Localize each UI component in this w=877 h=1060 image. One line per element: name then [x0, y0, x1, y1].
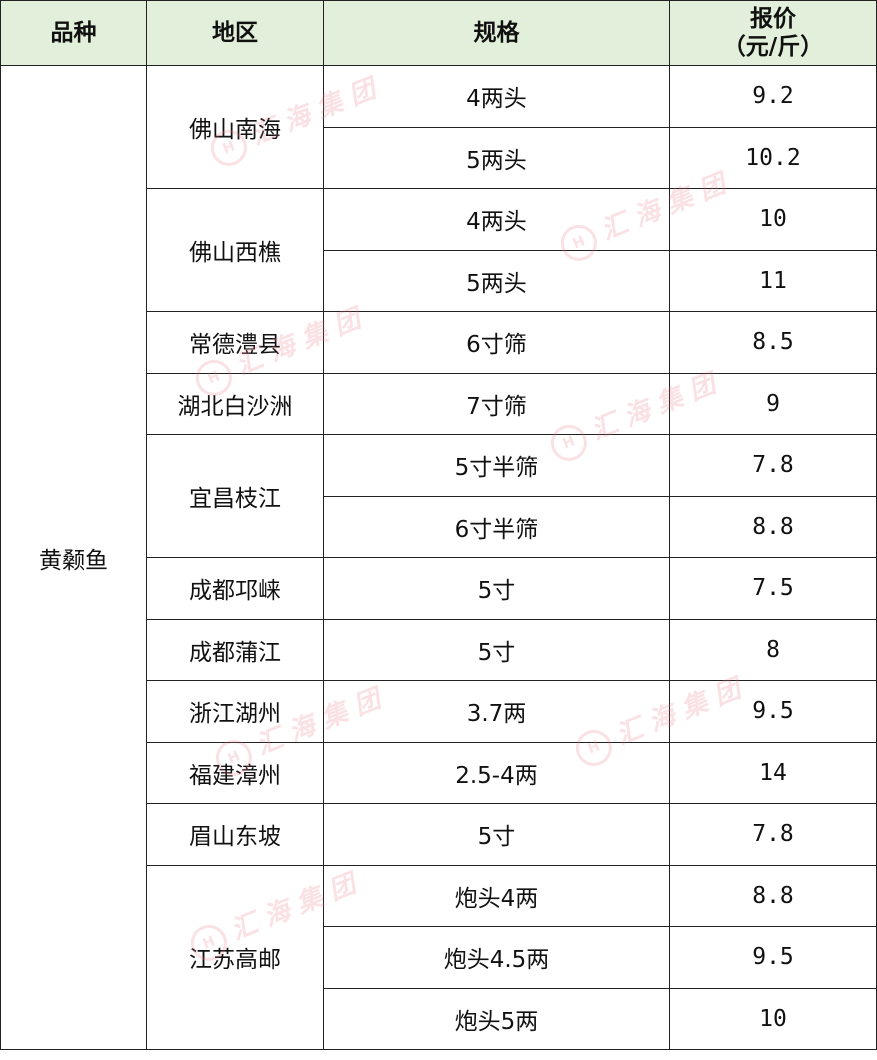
spec-cell: 6寸筛	[323, 311, 670, 374]
table-row: 江苏高邮 炮头4两 8.8	[1, 864, 877, 1050]
price-cell: 9.5	[669, 680, 877, 743]
spec-cell: 5寸	[323, 803, 670, 866]
header-variety: 品种	[0, 0, 147, 66]
spec-cell: 炮头4两	[323, 864, 670, 927]
table-row: 福建漳州 2.5-4两 14	[1, 741, 877, 804]
price-cell: 9.5	[669, 926, 877, 989]
spec-cell: 6寸半筛	[323, 495, 670, 558]
table-row: 成都邛崃 5寸 7.5	[1, 557, 877, 620]
region-cell: 浙江湖州	[146, 680, 324, 743]
header-row: 品种 地区 规格 报价 （元/斤）	[0, 0, 877, 66]
spec-cell: 5寸	[323, 557, 670, 620]
header-spec: 规格	[323, 0, 670, 66]
table-row: 成都蒲江 5寸 8	[1, 618, 877, 681]
region-cell: 眉山东坡	[146, 803, 324, 866]
table-row: 浙江湖州 3.7两 9.5	[1, 680, 877, 743]
table-row: 炮头4.5两 9.5	[1, 926, 877, 989]
spec-cell: 2.5-4两	[323, 741, 670, 804]
price-cell: 8.5	[669, 311, 877, 374]
spec-cell: 4两头	[323, 65, 670, 128]
table-row: 黄颡鱼 佛山南海 4两头 9.2	[0, 65, 877, 1050]
spec-cell: 5两头	[323, 249, 670, 312]
price-cell: 9.2	[669, 65, 877, 128]
region-cell: 佛山西樵	[146, 188, 324, 312]
region-cell: 湖北白沙洲	[146, 372, 324, 435]
table-row: 5两头 10.2	[1, 126, 877, 189]
header-price-label: 报价	[750, 6, 796, 32]
price-cell: 7.8	[669, 434, 877, 497]
price-cell: 8.8	[669, 495, 877, 558]
header-region: 地区	[146, 0, 324, 66]
region-cell: 福建漳州	[146, 741, 324, 804]
spec-cell: 炮头5两	[323, 987, 670, 1050]
price-cell: 10	[669, 188, 877, 251]
table-row: 炮头5两 10	[1, 987, 877, 1050]
region-cell: 佛山南海	[146, 65, 324, 189]
header-price-unit: （元/斤）	[722, 34, 824, 60]
price-cell: 7.5	[669, 557, 877, 620]
variety-cell: 黄颡鱼	[0, 65, 147, 1050]
price-cell: 7.8	[669, 803, 877, 866]
table-row: 常德澧县 6寸筛 8.5	[1, 311, 877, 374]
header-price: 报价 （元/斤）	[669, 0, 877, 66]
price-cell: 14	[669, 741, 877, 804]
spec-cell: 5寸	[323, 618, 670, 681]
price-cell: 10.2	[669, 126, 877, 189]
price-cell: 8.8	[669, 864, 877, 927]
region-cell: 成都蒲江	[146, 618, 324, 681]
spec-cell: 5寸半筛	[323, 434, 670, 497]
spec-cell: 3.7两	[323, 680, 670, 743]
region-cell: 成都邛崃	[146, 557, 324, 620]
table-row: 宜昌枝江 5寸半筛 7.8	[1, 434, 877, 558]
region-cell: 江苏高邮	[146, 864, 324, 1050]
price-cell: 8	[669, 618, 877, 681]
price-cell: 11	[669, 249, 877, 312]
table-row: 6寸半筛 8.8	[1, 495, 877, 558]
spec-cell: 7寸筛	[323, 372, 670, 435]
region-cell: 宜昌枝江	[146, 434, 324, 558]
spec-cell: 4两头	[323, 188, 670, 251]
price-cell: 10	[669, 987, 877, 1050]
region-cell: 常德澧县	[146, 311, 324, 374]
spec-cell: 炮头4.5两	[323, 926, 670, 989]
table-row: 眉山东坡 5寸 7.8	[1, 803, 877, 866]
price-cell: 9	[669, 372, 877, 435]
table-row: 湖北白沙洲 7寸筛 9	[1, 372, 877, 435]
spec-cell: 5两头	[323, 126, 670, 189]
